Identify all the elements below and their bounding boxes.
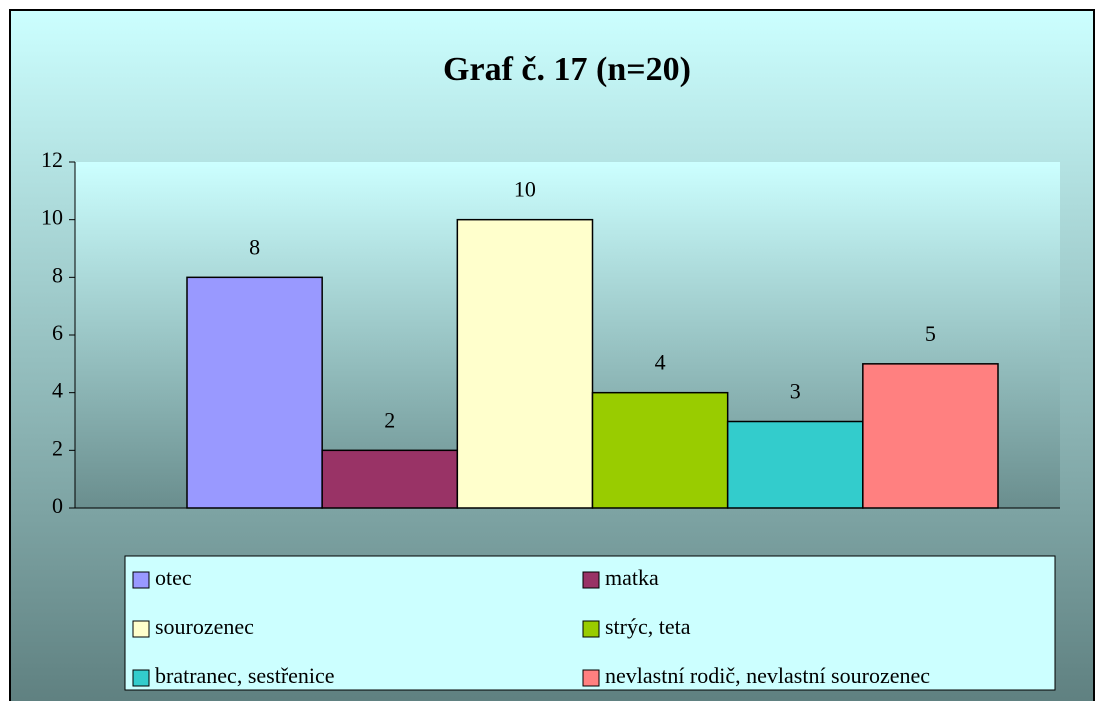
chart-title: Graf č. 17 (n=20) xyxy=(443,51,691,88)
bar xyxy=(862,363,999,509)
y-tick-label: 6 xyxy=(52,320,63,345)
data-label: 4 xyxy=(655,350,666,375)
bar xyxy=(186,276,323,509)
legend-label: bratranec, sestřenice xyxy=(155,663,335,688)
data-label: 3 xyxy=(790,379,801,404)
y-tick-label: 0 xyxy=(52,493,63,518)
legend-swatch xyxy=(132,669,150,687)
y-tick-label: 2 xyxy=(52,435,63,460)
legend-label: nevlastní rodič, nevlastní sourozenec xyxy=(605,663,930,688)
data-label: 5 xyxy=(925,321,936,346)
legend-label: strýc, teta xyxy=(605,614,691,639)
y-tick-label: 8 xyxy=(52,262,63,287)
legend-label: otec xyxy=(155,565,192,590)
legend-swatch xyxy=(132,620,150,638)
y-tick-label: 10 xyxy=(41,205,63,230)
legend-swatch xyxy=(582,571,600,589)
bar xyxy=(726,420,864,509)
y-tick-label: 12 xyxy=(41,147,63,172)
legend-label: matka xyxy=(605,565,659,590)
legend-label: sourozenec xyxy=(155,614,254,639)
data-label: 8 xyxy=(249,234,260,259)
legend-swatch xyxy=(582,620,600,638)
data-label: 2 xyxy=(384,407,395,432)
data-label: 10 xyxy=(514,177,536,202)
bar xyxy=(321,449,459,509)
y-tick-label: 4 xyxy=(52,378,63,403)
bar xyxy=(591,391,729,509)
legend-swatch xyxy=(132,571,150,589)
bar xyxy=(456,218,594,509)
legend-swatch xyxy=(582,669,600,687)
